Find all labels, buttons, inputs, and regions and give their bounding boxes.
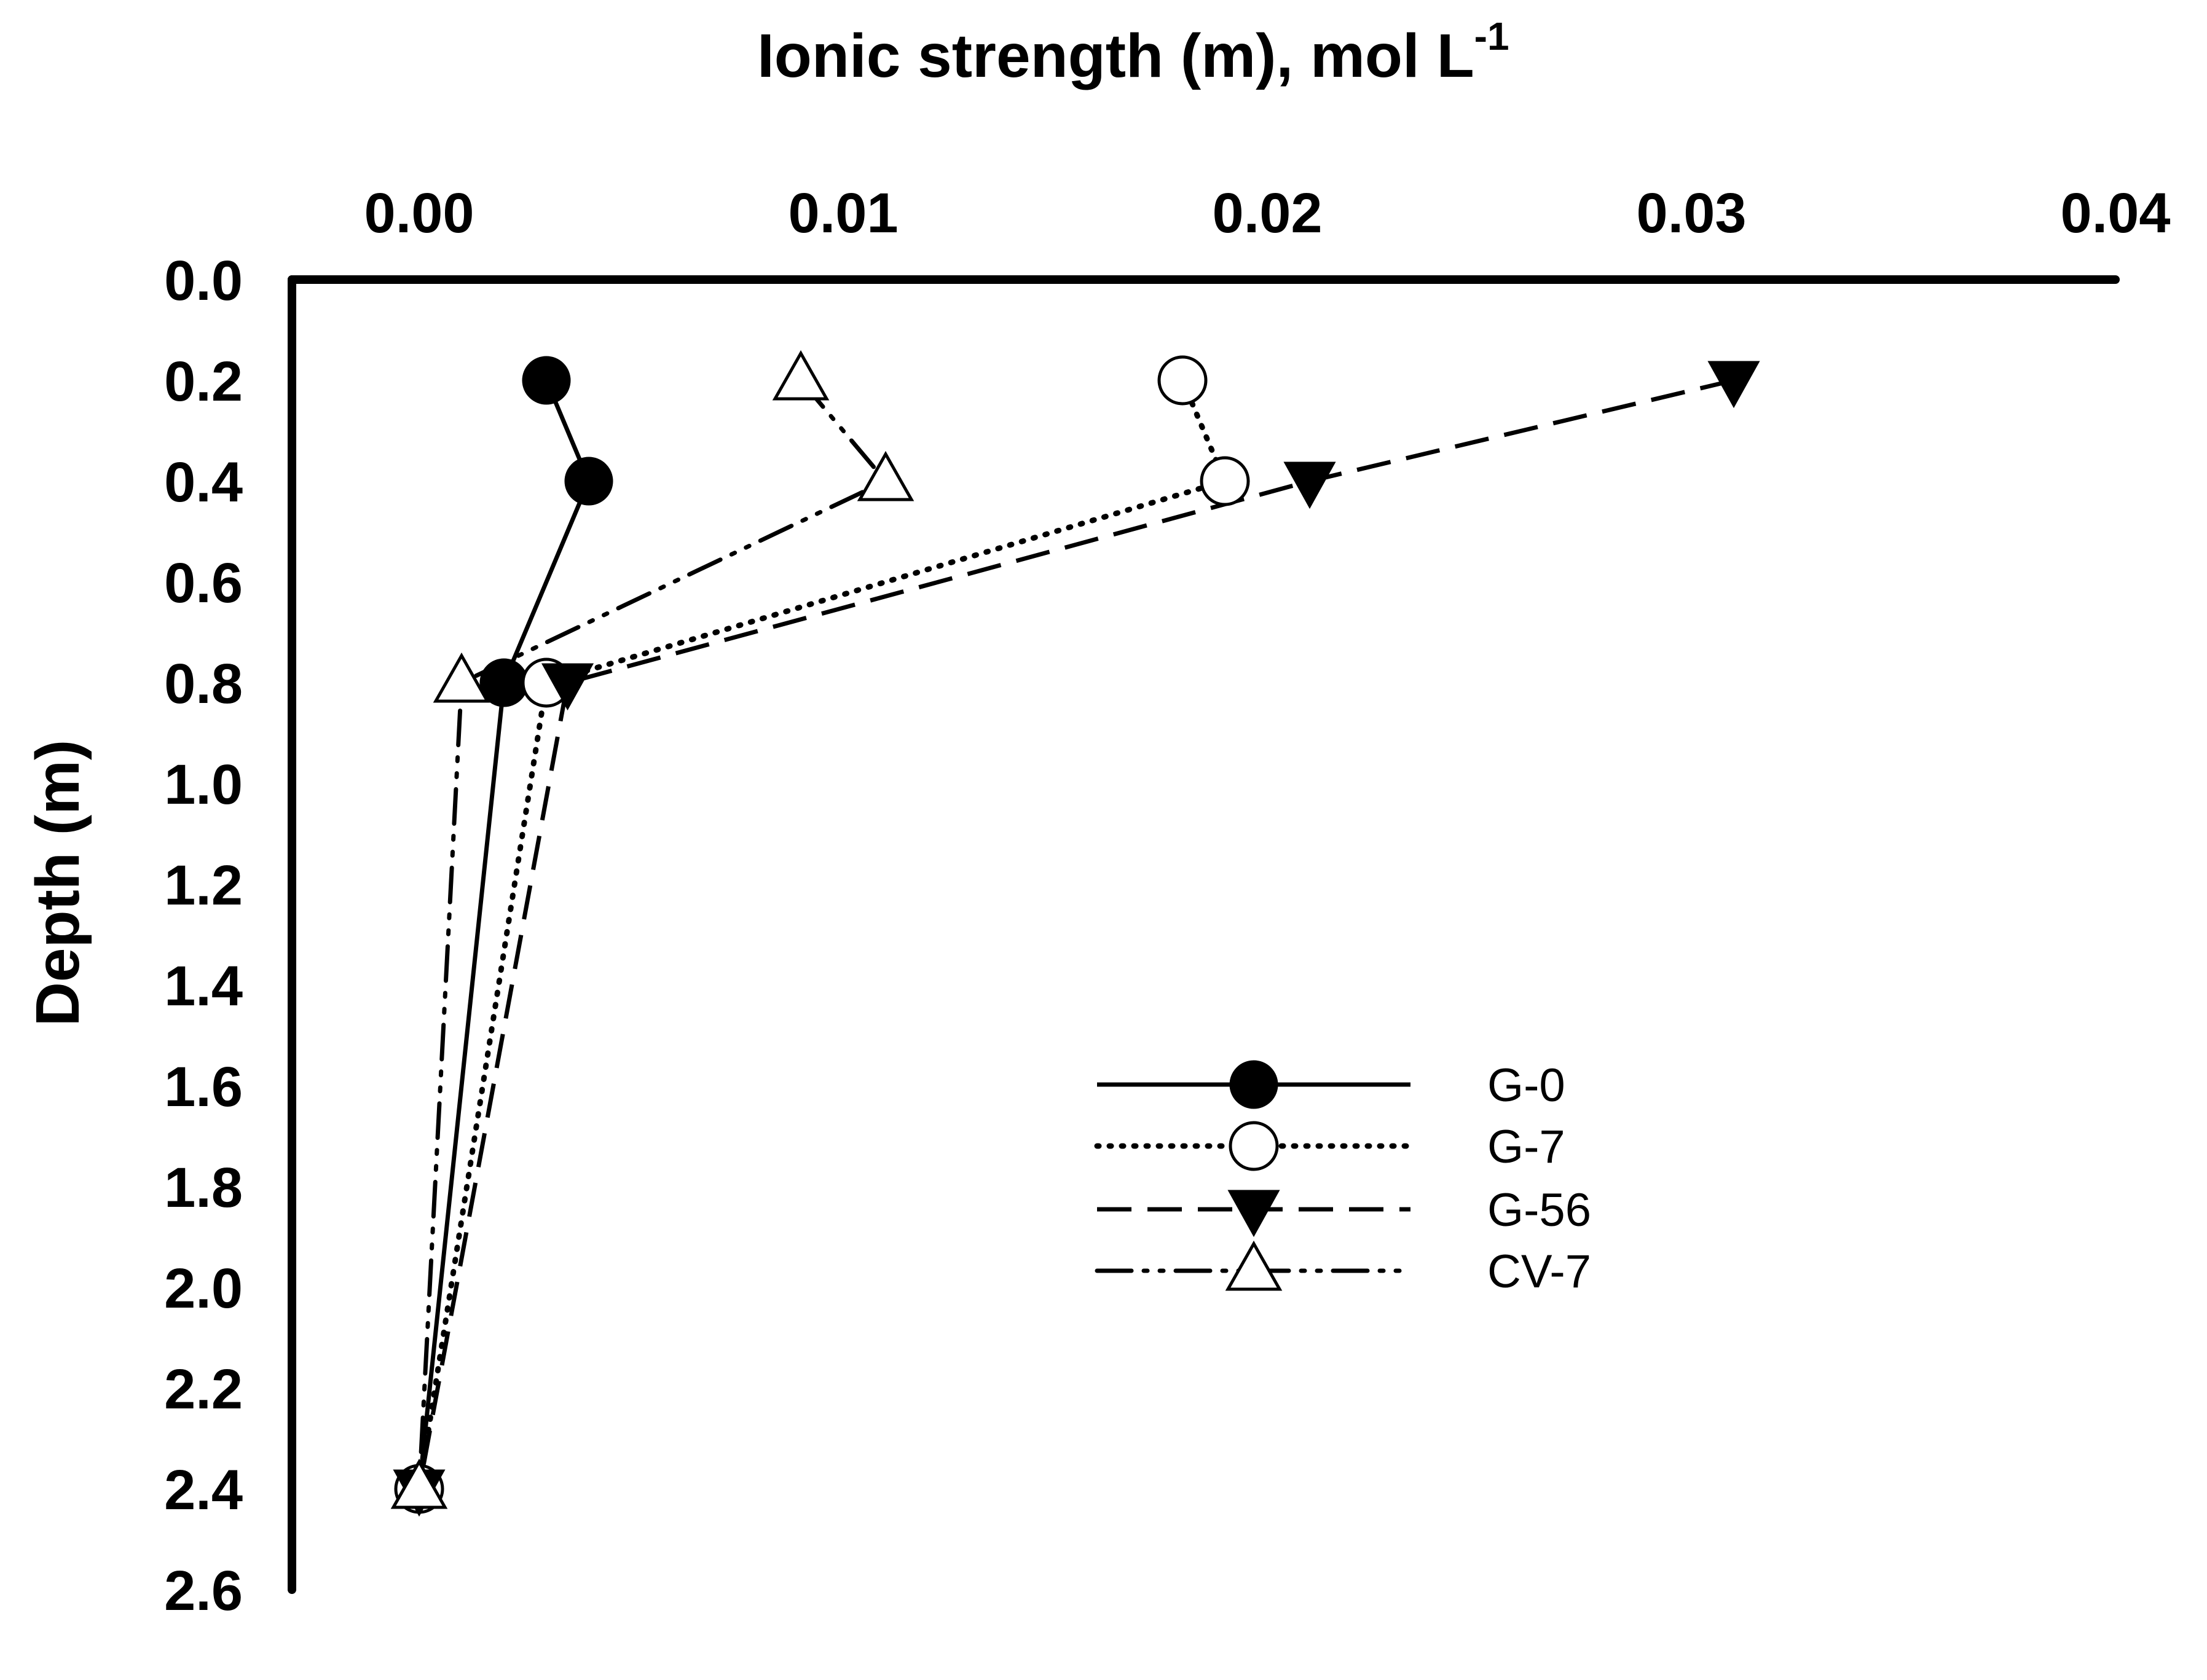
y-tick-label: 1.4 [164,955,243,1018]
y-tick-label: 1.0 [164,753,243,816]
data-point-g-56 [1707,361,1760,409]
legend-label: G-0 [1487,1059,1565,1112]
series-line-cv-7 [417,378,888,1491]
x-tick-label: 0.04 [2060,182,2170,245]
legend-label: G-7 [1487,1121,1565,1173]
x-axis-title-text: Ionic strength (m), mol L [757,22,1474,90]
series-line-g-56 [417,378,1734,1490]
data-point-g-7 [1200,456,1250,506]
y-tick-label: 0.8 [164,653,243,715]
y-tick-label: 0.6 [164,552,243,614]
legend-marker [1229,1121,1279,1171]
legend-label: G-56 [1487,1184,1591,1236]
x-tick-label: 0.03 [1636,182,1746,245]
legend-item-g-56: G-56 [1097,1184,1591,1238]
y-tick-label: 1.2 [164,854,243,917]
x-axis-title: Ionic strength (m), mol L-1 [757,14,1509,90]
data-point-cv-7 [857,450,915,501]
legend-item-g-7: G-7 [1094,1121,1565,1173]
legend-marker [1229,1060,1278,1109]
legend-label: CV-7 [1487,1246,1591,1298]
series-line-g-0 [417,379,591,1490]
legend-item-g-0: G-0 [1097,1059,1565,1112]
x-axis-ticks: 0.00 0.01 0.02 0.03 0.04 [364,182,2170,245]
legend-marker [1225,1240,1283,1291]
x-axis-title-superscript: -1 [1474,14,1509,58]
x-tick-label: 0.02 [1212,182,1322,245]
y-axis-ticks: 0.0 0.2 0.4 0.6 0.8 1.0 1.2 1.4 1.6 1.8 2.0 2.2 2.4 2… [164,249,243,1622]
x-tick-label: 0.01 [788,182,898,245]
legend: G-0 G-7 G-56 CV-7 [1094,1059,1591,1298]
y-tick-label: 2.0 [164,1257,243,1320]
y-tick-label: 2.2 [164,1358,243,1421]
y-tick-label: 2.4 [164,1459,243,1521]
legend-marker [1227,1190,1280,1238]
data-point-g-0 [564,457,613,506]
y-tick-label: 2.6 [164,1560,243,1622]
series-line-g-7 [416,377,1228,1492]
data-point-cv-7 [390,1458,448,1509]
series-lines [416,377,1734,1492]
series-markers [390,350,1760,1517]
legend-item-cv-7: CV-7 [1095,1240,1591,1298]
y-tick-label: 1.8 [164,1156,243,1219]
data-point-g-56 [1283,461,1336,509]
y-tick-label: 0.2 [164,350,243,413]
axes [288,275,2120,1594]
y-tick-label: 0.4 [164,451,243,514]
data-point-cv-7 [433,652,490,703]
y-axis-title: Depth (m) [23,740,92,1027]
data-point-g-56 [541,663,594,711]
data-point-cv-7 [772,350,830,401]
data-point-g-0 [522,356,571,405]
y-tick-label: 1.6 [164,1056,243,1118]
x-tick-label: 0.00 [364,182,474,245]
y-tick-label: 0.0 [164,249,243,312]
data-point-g-7 [1157,355,1208,406]
